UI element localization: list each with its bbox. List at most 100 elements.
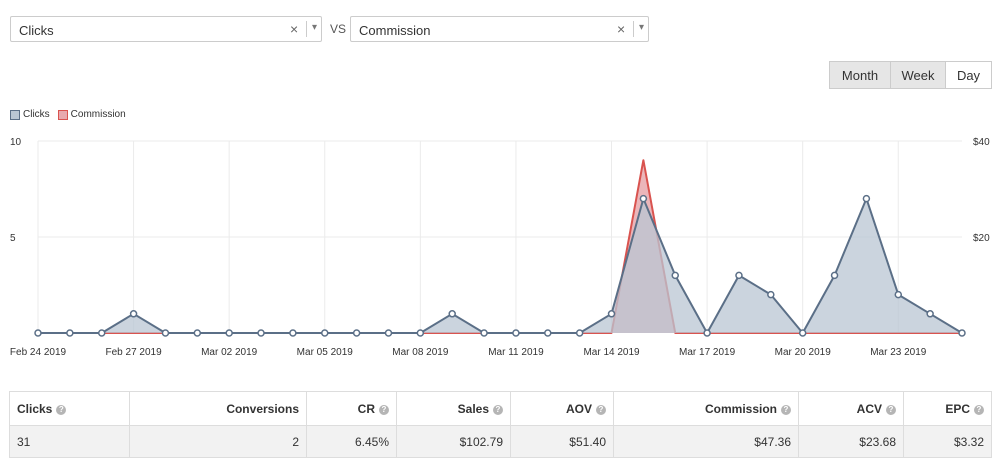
chevron-down-icon[interactable]: ▾ [639, 22, 645, 33]
vs-label: VS [330, 22, 347, 36]
stats-header-epc: EPC? [903, 391, 992, 426]
data-point-clicks [671, 271, 679, 280]
header-label: EPC [945, 401, 970, 416]
help-icon[interactable]: ? [974, 404, 984, 415]
clear-icon[interactable]: × [617, 21, 626, 37]
stats-value-cr: 6.45% [306, 425, 397, 458]
y-left-tick-label: 10 [10, 137, 22, 148]
x-tick-label: Mar 14 2019 [583, 347, 640, 358]
stats-header-conversions: Conversions [129, 391, 307, 426]
stats-header-commission: Commission? [613, 391, 799, 426]
stats-header-acv: ACV? [798, 391, 904, 426]
metric-select-right[interactable]: Commission × ▾ [350, 16, 649, 42]
help-icon[interactable]: ? [886, 404, 896, 415]
data-point-clicks [703, 329, 711, 337]
stats-value-acv: $23.68 [798, 425, 904, 458]
stats-header-clicks: Clicks? [9, 391, 130, 426]
data-point-clicks [544, 329, 552, 337]
help-icon[interactable]: ? [596, 404, 606, 415]
stats-value-epc: $3.32 [903, 425, 992, 458]
data-point-clicks [575, 329, 584, 337]
header-label: Conversions [226, 401, 299, 416]
data-point-clicks [34, 329, 42, 337]
legend-label-commission: Commission [70, 109, 126, 120]
metric-select-right-value: Commission [359, 23, 431, 38]
data-point-clicks [321, 329, 329, 337]
series-line-clicks [38, 197, 963, 334]
metric-select-left[interactable]: Clicks × ▾ [10, 16, 322, 42]
data-point-clicks [894, 290, 903, 299]
y-right-tick-label: $20 [973, 233, 990, 244]
data-point-clicks [384, 329, 393, 337]
data-point-clicks [958, 329, 966, 337]
stats-value-aov: $51.40 [510, 425, 614, 458]
select-divider [633, 21, 634, 37]
chart-legend: Clicks Commission [10, 109, 134, 120]
series-area-clicks [38, 198, 962, 333]
stats-value-clicks: 31 [9, 425, 130, 458]
x-tick-label: Mar 20 2019 [775, 347, 832, 358]
data-point-clicks [129, 310, 138, 318]
stats-table: Clicks? Conversions CR? Sales? AOV? Comm… [9, 391, 992, 458]
x-tick-label: Feb 27 2019 [106, 347, 163, 358]
data-point-clicks [225, 329, 233, 337]
legend-swatch-commission [57, 109, 68, 120]
data-point-clicks [607, 310, 616, 318]
data-point-clicks [97, 329, 106, 337]
stats-value-sales: $102.79 [396, 425, 511, 458]
data-point-clicks [735, 271, 743, 280]
data-point-clicks [448, 310, 456, 318]
data-point-clicks [926, 310, 934, 318]
header-label: Commission [704, 401, 777, 416]
data-point-clicks [193, 329, 202, 337]
help-icon[interactable]: ? [56, 404, 67, 415]
legend-label-clicks: Clicks [23, 109, 50, 120]
header-label: CR [357, 401, 375, 416]
x-tick-label: Mar 11 2019 [488, 347, 544, 358]
y-left-tick-label: 5 [10, 233, 16, 244]
help-icon[interactable]: ? [379, 404, 389, 415]
period-month-button[interactable]: Month [829, 61, 891, 89]
legend-item-clicks[interactable]: Clicks [10, 109, 50, 120]
legend-item-commission[interactable]: Commission [57, 109, 126, 120]
stats-header-sales: Sales? [396, 391, 511, 426]
header-label: Clicks [17, 401, 53, 416]
clicks-commission-chart: Feb 24 2019 Feb 27 2019 Mar 02 2019 Mar 05 … [10, 137, 990, 358]
chevron-down-icon[interactable]: ▾ [312, 22, 318, 33]
y-right-tick-label: $40 [973, 137, 990, 148]
stats-header-row: Clicks? Conversions CR? Sales? AOV? Comm… [9, 391, 992, 426]
stats-value-conversions: 2 [129, 425, 307, 458]
select-divider [306, 21, 307, 37]
data-point-clicks [416, 329, 425, 337]
help-icon[interactable]: ? [493, 404, 503, 415]
data-point-clicks [512, 329, 520, 337]
data-point-clicks [257, 329, 265, 337]
x-tick-label: Mar 05 2019 [297, 347, 354, 358]
x-tick-label: Mar 23 2019 [870, 347, 927, 358]
data-point-clicks [639, 194, 648, 203]
x-tick-label: Mar 17 2019 [679, 347, 736, 358]
metric-select-left-value: Clicks [19, 23, 54, 38]
x-tick-label: Mar 08 2019 [392, 347, 449, 358]
data-point-clicks [798, 329, 807, 337]
header-label: Sales [457, 401, 489, 416]
period-week-button[interactable]: Week [890, 61, 946, 89]
data-point-clicks [767, 290, 775, 299]
data-point-clicks [161, 329, 170, 337]
legend-swatch-clicks [10, 109, 20, 120]
x-tick-label: Mar 02 2019 [201, 347, 258, 358]
data-point-clicks [66, 329, 74, 337]
clear-icon[interactable]: × [290, 21, 299, 37]
stats-value-row: 31 2 6.45% $102.79 $51.40 $47.36 $23.68 … [9, 425, 992, 458]
header-label: AOV [565, 401, 592, 416]
period-toggle: Month Week Day [829, 61, 992, 89]
x-tick-label: Feb 24 2019 [10, 347, 67, 358]
data-point-clicks [352, 329, 361, 337]
data-point-clicks [480, 329, 488, 337]
period-day-button[interactable]: Day [945, 61, 992, 89]
stats-header-aov: AOV? [510, 391, 614, 426]
stats-header-cr: CR? [306, 391, 397, 426]
help-icon[interactable]: ? [781, 404, 791, 415]
data-point-clicks [289, 329, 297, 337]
data-point-clicks [830, 271, 839, 280]
